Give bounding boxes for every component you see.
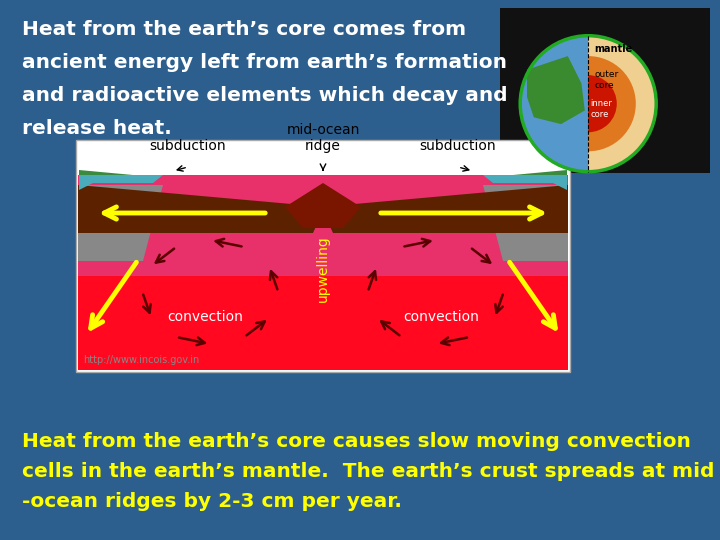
Bar [78,175,568,276]
Polygon shape [483,170,567,175]
Polygon shape [527,56,585,124]
Text: convection: convection [402,310,479,324]
Polygon shape [78,185,325,233]
Text: inner
core: inner core [590,99,612,119]
Text: mid-ocean
ridge: mid-ocean ridge [287,123,360,153]
Polygon shape [483,175,567,190]
Text: http://www.incois.gov.in: http://www.incois.gov.in [83,355,199,365]
Text: outer
core: outer core [594,70,618,90]
Bar [78,175,568,370]
Polygon shape [79,175,163,190]
Wedge shape [588,36,656,172]
Text: upwelling: upwelling [316,235,330,302]
Text: release heat.: release heat. [22,119,172,138]
Polygon shape [79,170,163,175]
Text: and radioactive elements which decay and: and radioactive elements which decay and [22,86,508,105]
Polygon shape [321,185,568,233]
Text: -ocean ridges by 2-3 cm per year.: -ocean ridges by 2-3 cm per year. [22,492,402,511]
Bar [76,140,570,372]
Text: mantle: mantle [594,44,632,55]
Circle shape [521,36,656,172]
Wedge shape [588,75,617,132]
Polygon shape [285,183,361,228]
Text: subduction: subduction [420,139,496,153]
Text: convection: convection [167,310,243,324]
Polygon shape [78,185,163,261]
Wedge shape [588,56,636,151]
Polygon shape [483,185,568,261]
Text: Heat from the earth’s core causes slow moving convection: Heat from the earth’s core causes slow m… [22,432,691,451]
Text: Heat from the earth’s core comes from: Heat from the earth’s core comes from [22,20,466,39]
Text: ancient energy left from earth’s formation: ancient energy left from earth’s formati… [22,53,507,72]
Text: cells in the earth’s mantle.  The earth’s crust spreads at mid: cells in the earth’s mantle. The earth’s… [22,462,714,481]
Bar [500,8,710,173]
Text: subduction: subduction [150,139,226,153]
